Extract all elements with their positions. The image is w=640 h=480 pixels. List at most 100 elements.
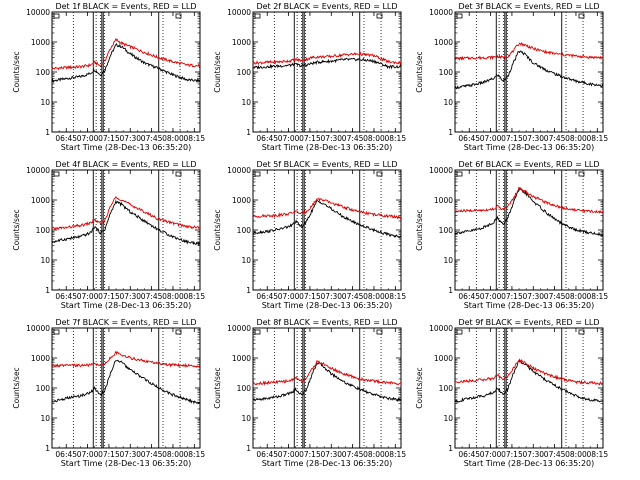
x-tick-label: 07:30 xyxy=(522,450,544,459)
x-tick-label: 08:00 xyxy=(363,292,385,301)
legend-text: BLACK = Events, RED = LLD xyxy=(281,2,397,11)
detector-label: Det 4f xyxy=(55,160,80,169)
detector-label: Det 3f xyxy=(458,2,483,11)
chart-title: Det 4f BLACK = Events, RED = LLD xyxy=(55,160,196,169)
x-tick-label: 08:15 xyxy=(183,292,205,301)
chart-title: Det 8f BLACK = Events, RED = LLD xyxy=(256,318,397,327)
legend-text: BLACK = Events, RED = LLD xyxy=(281,160,397,169)
events-series-line xyxy=(51,359,201,405)
plot-frame xyxy=(51,169,201,291)
events-series-line xyxy=(252,57,402,70)
y-tick-label: 1000 xyxy=(434,38,453,47)
chart-panel-5: Det 5f BLACK = Events, RED = LLD 1 10 100 10… xyxy=(213,160,406,310)
detector-label: Det 5f xyxy=(256,160,281,169)
y-tick-label: 1 xyxy=(448,128,453,137)
y-axis-label: Counts/sec xyxy=(415,51,424,92)
x-tick-label: 07:00 xyxy=(480,450,502,459)
x-tick-label: 08:15 xyxy=(586,292,608,301)
x-axis-label: Start Time (28-Dec-13 06:35:20) xyxy=(262,301,393,310)
chart-panel-8: Det 8f BLACK = Events, RED = LLD 1 10 100 10… xyxy=(213,318,406,468)
x-tick-label: 07:00 xyxy=(77,292,99,301)
x-tick-label: 06:45 xyxy=(256,292,278,301)
x-tick-label: 07:00 xyxy=(77,134,99,143)
x-tick-label: 07:30 xyxy=(522,134,544,143)
x-tick-label: 07:15 xyxy=(299,450,321,459)
events-series-line xyxy=(51,43,201,84)
x-tick-label: 07:30 xyxy=(320,450,342,459)
x-tick-label: 07:45 xyxy=(342,292,364,301)
x-tick-label: 07:45 xyxy=(342,450,364,459)
x-axis-label: Start Time (28-Dec-13 06:35:20) xyxy=(464,459,595,468)
x-tick-label: 07:30 xyxy=(119,292,141,301)
y-tick-label: 100 xyxy=(237,68,252,77)
x-tick-label: 08:00 xyxy=(162,450,184,459)
y-tick-label: 1 xyxy=(246,444,251,453)
y-tick-label: 10 xyxy=(40,98,50,107)
events-series-line xyxy=(454,188,604,237)
legend-text: BLACK = Events, RED = LLD xyxy=(80,318,196,327)
x-tick-label: 07:30 xyxy=(119,450,141,459)
lld-series-line xyxy=(454,358,604,386)
chart-panel-9: Det 9f BLACK = Events, RED = LLD 1 10 100 10… xyxy=(415,318,608,468)
chart-title: Det 1f BLACK = Events, RED = LLD xyxy=(55,2,196,11)
x-tick-label: 07:15 xyxy=(299,134,321,143)
plot-frame xyxy=(454,327,604,449)
legend-text: BLACK = Events, RED = LLD xyxy=(80,2,196,11)
events-series-line xyxy=(252,361,402,403)
y-tick-label: 100 xyxy=(36,226,51,235)
x-tick-label: 06:45 xyxy=(55,134,77,143)
x-tick-label: 07:30 xyxy=(320,292,342,301)
y-tick-label: 100 xyxy=(237,226,252,235)
y-axis-label: Counts/sec xyxy=(12,209,21,250)
chart-title: Det 9f BLACK = Events, RED = LLD xyxy=(458,318,599,327)
detector-label: Det 2f xyxy=(256,2,281,11)
legend-box-icon xyxy=(456,171,463,177)
chart-title: Det 2f BLACK = Events, RED = LLD xyxy=(256,2,397,11)
y-tick-label: 10 xyxy=(40,414,50,423)
legend-box-icon xyxy=(175,171,182,177)
y-tick-label: 100 xyxy=(36,68,51,77)
y-tick-label: 10000 xyxy=(26,324,50,333)
legend-box-icon xyxy=(578,329,585,335)
plot-frame xyxy=(252,11,402,133)
legend-box-icon xyxy=(175,329,182,335)
x-tick-label: 06:45 xyxy=(458,292,480,301)
x-tick-label: 08:00 xyxy=(363,450,385,459)
legend-text: BLACK = Events, RED = LLD xyxy=(80,160,196,169)
x-tick-label: 07:45 xyxy=(544,134,566,143)
x-axis-label: Start Time (28-Dec-13 06:35:20) xyxy=(262,143,393,152)
events-series-line xyxy=(51,199,201,247)
chart-title: Det 7f BLACK = Events, RED = LLD xyxy=(55,318,196,327)
x-tick-label: 07:45 xyxy=(342,134,364,143)
y-axis-label: Counts/sec xyxy=(415,367,424,408)
x-tick-label: 08:00 xyxy=(162,292,184,301)
x-tick-label: 06:45 xyxy=(256,134,278,143)
events-series-line xyxy=(454,50,604,90)
chart-title: Det 6f BLACK = Events, RED = LLD xyxy=(458,160,599,169)
x-tick-label: 08:15 xyxy=(183,134,205,143)
chart-panel-1: Det 1f BLACK = Events, RED = LLD 1 10 100 10… xyxy=(12,2,205,152)
events-series-line xyxy=(252,200,402,239)
lld-series-line xyxy=(51,37,201,71)
legend-text: BLACK = Events, RED = LLD xyxy=(483,160,599,169)
detector-label: Det 7f xyxy=(55,318,80,327)
x-tick-label: 08:00 xyxy=(565,292,587,301)
plot-frame xyxy=(51,11,201,133)
x-tick-label: 07:00 xyxy=(480,292,502,301)
plot-frame xyxy=(51,327,201,449)
chart-panel-3: Det 3f BLACK = Events, RED = LLD 1 10 100 10… xyxy=(415,2,608,152)
y-tick-label: 1 xyxy=(448,444,453,453)
y-tick-label: 100 xyxy=(237,384,252,393)
y-tick-label: 1 xyxy=(45,444,50,453)
x-tick-label: 07:45 xyxy=(544,450,566,459)
x-tick-label: 08:15 xyxy=(384,292,406,301)
y-tick-label: 100 xyxy=(439,68,454,77)
y-axis-label: Counts/sec xyxy=(213,209,222,250)
y-axis-label: Counts/sec xyxy=(12,51,21,92)
y-tick-label: 100 xyxy=(439,226,454,235)
x-tick-label: 07:30 xyxy=(522,292,544,301)
legend-text: BLACK = Events, RED = LLD xyxy=(281,318,397,327)
chart-panel-4: Det 4f BLACK = Events, RED = LLD 1 10 100 10… xyxy=(12,160,205,310)
y-tick-label: 1 xyxy=(45,128,50,137)
lld-series-line xyxy=(454,186,604,214)
